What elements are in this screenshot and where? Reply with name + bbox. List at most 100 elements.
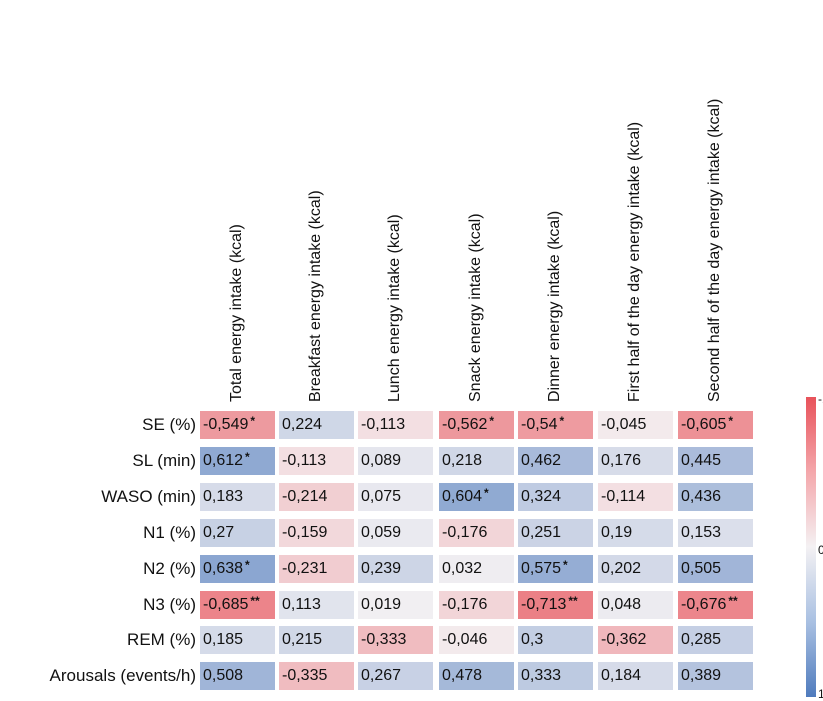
- cell-value: -0,045: [601, 416, 647, 433]
- cell-value: 0,113: [282, 595, 321, 613]
- heatmap-cell: 0,575 *: [518, 554, 593, 583]
- heatmap-cell: -0,214: [279, 482, 354, 511]
- heatmap-cell: 0,27: [200, 518, 275, 547]
- column-label: Dinner energy intake (kcal): [546, 210, 563, 402]
- row-label: N1 (%): [143, 522, 196, 542]
- cell-value: 0,575: [521, 559, 562, 577]
- cell-value: -0,335: [282, 667, 328, 685]
- heatmap-cell: -0,713 **: [518, 590, 593, 619]
- heatmap-cell: 0,445: [678, 446, 753, 475]
- row-label: N2 (%): [143, 558, 196, 578]
- heatmap-cell: -0,685 **: [200, 590, 275, 619]
- heatmap-cell: 0,612 *: [200, 446, 275, 475]
- heatmap-cell: 0,032: [439, 554, 514, 583]
- cell-value: -0,114: [601, 487, 646, 505]
- heatmap-cell: 0,389: [678, 662, 753, 691]
- heatmap-cell: 0,059: [358, 518, 433, 547]
- heatmap-cell: 0,113: [279, 590, 354, 619]
- cell-value: 0,478: [442, 667, 483, 685]
- heatmap-cell: 0,324: [518, 482, 593, 511]
- heatmap-cell: 0,183: [200, 482, 275, 511]
- cell-value: 0,333: [521, 667, 562, 685]
- scale-tick-label: 1: [818, 687, 823, 701]
- cell-value: 0,462: [521, 451, 562, 469]
- cell-value: -0,676: [681, 595, 727, 613]
- heatmap-cell: 0,202: [598, 554, 673, 583]
- cell-value: 0,505: [681, 559, 722, 577]
- cell-value: 0,285: [681, 631, 722, 649]
- heatmap-cell: 0,505: [678, 554, 753, 583]
- cell-value: 0,224: [282, 416, 323, 433]
- cell-value: 0,075: [361, 487, 402, 505]
- heatmap-cell: -0,562 *: [439, 411, 514, 439]
- cell-value: -0,605: [681, 416, 727, 433]
- heatmap-cell: -0,549 *: [200, 411, 275, 439]
- heatmap-cell: 0,239: [358, 554, 433, 583]
- cell-value: 0,153: [681, 523, 722, 541]
- cell-value: -0,214: [282, 487, 328, 505]
- significance-marker: **: [250, 593, 260, 608]
- heatmap-cell: -0,159: [279, 518, 354, 547]
- heatmap-cell: 0,224: [279, 411, 354, 439]
- significance-marker: **: [728, 593, 738, 608]
- cell-value: -0,176: [442, 523, 488, 541]
- cell-value: -0,113: [282, 451, 327, 469]
- cell-value: 0,604: [442, 487, 483, 505]
- heatmap-cell: 0,218: [439, 446, 514, 475]
- cell-value: -0,176: [442, 595, 488, 613]
- heatmap-cell: -0,335: [279, 662, 354, 691]
- heatmap-cell: 0,508: [200, 662, 275, 691]
- heatmap-cell: 0,075: [358, 482, 433, 511]
- cell-value: 0,251: [521, 523, 562, 541]
- heatmap-cell: -0,176: [439, 590, 514, 619]
- column-label: Lunch energy intake (kcal): [386, 214, 403, 402]
- significance-marker: *: [489, 414, 495, 428]
- column-label: Total energy intake (kcal): [228, 224, 245, 402]
- cell-value: -0,54: [521, 416, 558, 433]
- cell-value: 0,183: [203, 487, 244, 505]
- heatmap-cell: 0,638 *: [200, 554, 275, 583]
- column-label: Second half of the day energy intake (kc…: [706, 98, 723, 402]
- cell-value: -0,159: [282, 523, 328, 541]
- column-label: First half of the day energy intake (kca…: [626, 121, 643, 402]
- column-label: Breakfast energy intake (kcal): [307, 190, 324, 402]
- cell-value: 0,218: [442, 451, 483, 469]
- cell-value: 0,3: [521, 631, 544, 649]
- heatmap-cell: 0,153: [678, 518, 753, 547]
- cell-value: 0,27: [203, 523, 235, 541]
- cell-value: 0,215: [282, 631, 323, 649]
- heatmap-cell: 0,19: [598, 518, 673, 547]
- row-label: N3 (%): [143, 594, 196, 614]
- row-label: REM (%): [127, 630, 196, 650]
- heatmap-cell: -0,176: [439, 518, 514, 547]
- cell-value: -0,231: [282, 559, 328, 577]
- cell-value: 0,239: [361, 559, 402, 577]
- cell-value: -0,113: [361, 416, 406, 433]
- cell-value: -0,713: [521, 595, 567, 613]
- heatmap-cell: 0,251: [518, 518, 593, 547]
- heatmap-cell: -0,333: [358, 626, 433, 655]
- significance-marker: *: [484, 485, 489, 500]
- heatmap-cell: 0,089: [358, 446, 433, 475]
- heatmap-cell: -0,046: [439, 626, 514, 655]
- cell-value: 0,019: [361, 595, 402, 613]
- heatmap-cell: -0,231: [279, 554, 354, 583]
- heatmap-cell: 0,176: [598, 446, 673, 475]
- row-label: SE (%): [142, 415, 196, 434]
- row-label: WASO (min): [101, 486, 196, 506]
- significance-marker: *: [563, 557, 568, 572]
- cell-value: 0,089: [361, 451, 402, 469]
- cell-value: 0,612: [203, 451, 244, 469]
- heatmap-cell: 0,285: [678, 626, 753, 655]
- heatmap-cell: -0,113: [358, 411, 433, 439]
- cell-value: 0,202: [601, 559, 642, 577]
- row-label: SL (min): [132, 450, 196, 470]
- cell-value: 0,324: [521, 487, 562, 505]
- heatmap-cell: 0,019: [358, 590, 433, 619]
- scale-tick-label: -1: [818, 392, 823, 406]
- heatmap-cell: -0,676 **: [678, 590, 753, 619]
- heatmap-cell: -0,362: [598, 626, 673, 655]
- column-label: Snack energy intake (kcal): [467, 213, 484, 402]
- cell-value: 0,048: [601, 595, 642, 613]
- significance-marker: *: [245, 449, 250, 464]
